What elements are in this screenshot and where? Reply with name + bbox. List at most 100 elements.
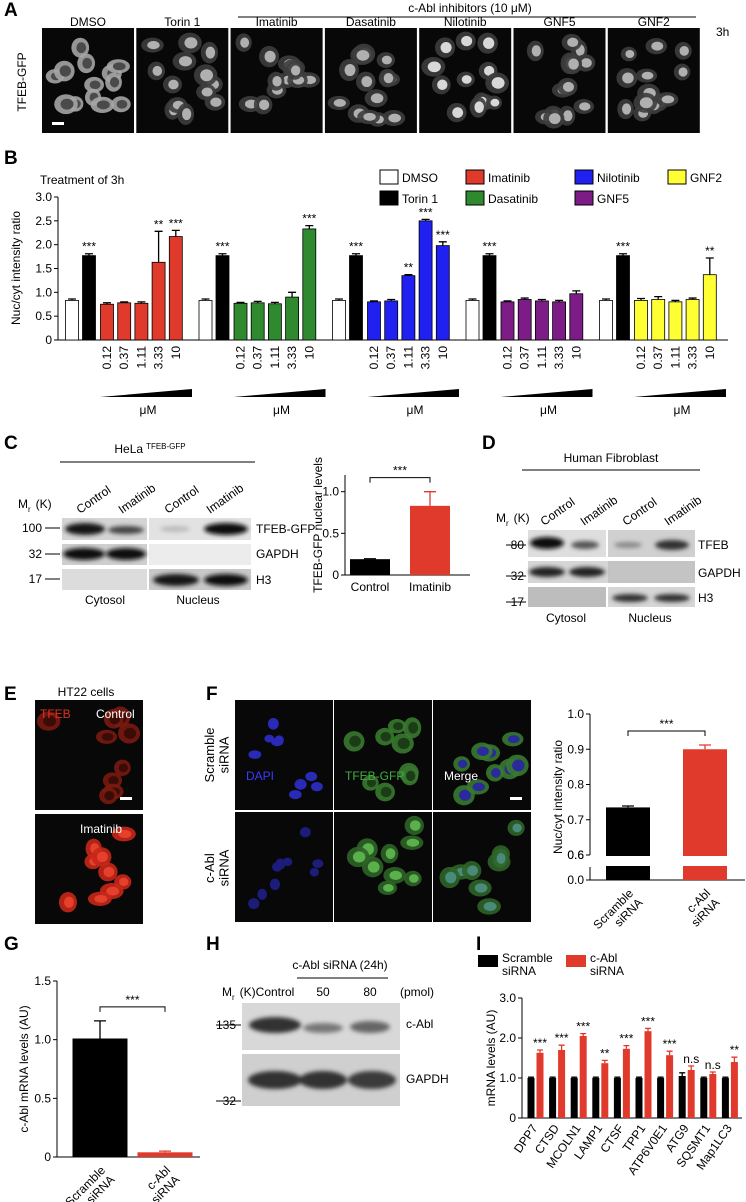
nucleus (248, 898, 260, 910)
dose-unit: μM (674, 403, 691, 417)
legend-swatch (465, 169, 485, 185)
legend-swatch (478, 955, 498, 967)
nucleus (490, 98, 500, 107)
bar (644, 1031, 652, 1118)
significance: *** (482, 240, 496, 254)
nucleus (437, 79, 448, 91)
bar (606, 807, 650, 880)
error-bar (555, 299, 564, 302)
dose-label: 0.37 (651, 346, 665, 370)
nucleus (305, 771, 318, 782)
nucleus (476, 746, 489, 757)
y-tick-label: 0.5 (34, 1091, 51, 1105)
significance: *** (616, 240, 630, 254)
significance: ** (404, 261, 414, 275)
significance: *** (169, 216, 183, 230)
band-label: H3 (256, 573, 272, 587)
text-line: Scramble (502, 951, 553, 965)
y-tick-label: 1.0 (322, 485, 339, 499)
bar (435, 245, 450, 341)
nucleus (383, 883, 394, 892)
bar (418, 220, 433, 341)
nucleus (512, 759, 525, 772)
nucleus (106, 886, 120, 896)
nucleus (333, 99, 346, 107)
error-bar (572, 290, 581, 294)
nucleus (118, 763, 128, 773)
bar (100, 303, 114, 341)
dose-unit: μM (273, 403, 290, 417)
legend-label: Torin 1 (402, 192, 438, 206)
nucleus (405, 770, 416, 782)
nucleus (205, 46, 216, 59)
nucleus (393, 722, 403, 731)
legend-swatch (379, 169, 399, 185)
error-bar (270, 301, 279, 304)
x-tick-label: CTSF (597, 1122, 626, 1156)
scale-bar (52, 122, 64, 125)
column-label: GNF2 (638, 15, 670, 29)
error-bar (236, 301, 245, 304)
nucleus (380, 731, 391, 742)
nucleus (272, 76, 282, 87)
nucleus (248, 750, 262, 759)
significance-bracket (627, 730, 706, 737)
nucleus (625, 49, 635, 59)
blot (528, 587, 606, 607)
nucleus (568, 58, 579, 70)
bar (549, 1078, 557, 1118)
nucleus (168, 79, 179, 90)
bar (709, 1074, 717, 1118)
marker: 100 (22, 521, 42, 535)
band-label: GAPDH (256, 547, 299, 561)
significance: *** (555, 1031, 569, 1045)
blot (608, 587, 695, 607)
nucleus (445, 871, 457, 884)
legend-label: GNF5 (597, 192, 629, 206)
dose-wedge (367, 389, 459, 397)
band-label: TFEB (698, 538, 729, 552)
nucleus (512, 823, 522, 833)
error-bar (421, 218, 430, 221)
dose-label: 0.12 (234, 346, 248, 370)
significance: *** (533, 1036, 547, 1050)
error-bar (623, 1044, 630, 1049)
dose-label: 0.12 (634, 346, 648, 370)
nucleus (43, 715, 57, 727)
legend-swatch (574, 169, 594, 185)
panel-label: I (476, 934, 481, 955)
nucleus (483, 901, 497, 911)
dose-label: 3.33 (152, 346, 166, 370)
error-bar (622, 805, 634, 808)
y-axis-label: c-Abl mRNA levels (AU) (17, 1005, 31, 1132)
bar (616, 255, 630, 341)
panel-label: B (4, 148, 18, 169)
marker-ticks (45, 527, 60, 580)
mr-label: Mr (K) (18, 497, 52, 514)
bar (730, 1062, 738, 1118)
significance: ** (600, 1046, 610, 1060)
band-label: c-Abl (406, 1017, 433, 1031)
nucleus (82, 57, 93, 69)
error-bar (700, 1076, 707, 1078)
error-bar (657, 1076, 664, 1078)
dose-label: 1.11 (268, 346, 282, 369)
nucleus (507, 735, 520, 744)
nucleus (563, 110, 573, 122)
error-bar (688, 1065, 695, 1070)
lane-label: Control (74, 483, 114, 517)
significance: *** (215, 240, 229, 254)
error-bar (404, 274, 413, 276)
nucleus (210, 97, 222, 107)
stain: TFEB (40, 707, 71, 721)
error-bar (614, 1076, 621, 1078)
mr-unit: (K) (240, 985, 256, 999)
nucleus (288, 789, 302, 800)
cell-line-name: HeLa (114, 442, 143, 456)
error-bar (602, 298, 610, 301)
nucleus (311, 782, 323, 792)
bar (65, 300, 79, 341)
bar (267, 303, 282, 341)
channel: DAPI (246, 769, 274, 783)
bar (592, 1078, 600, 1118)
